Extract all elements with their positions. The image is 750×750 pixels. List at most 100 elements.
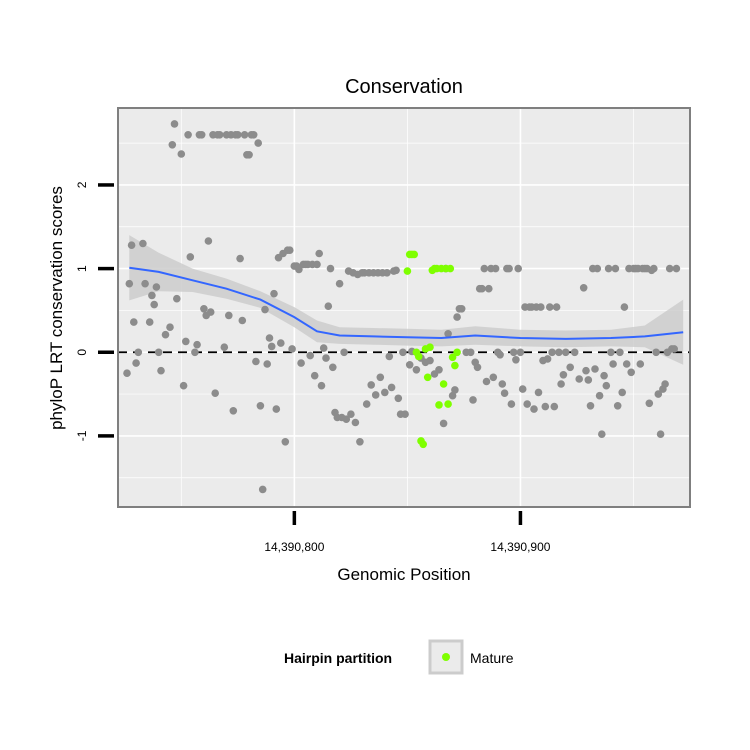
data-point — [168, 141, 177, 149]
data-point — [548, 348, 556, 357]
data-point — [435, 366, 443, 374]
data-point — [236, 254, 244, 263]
data-point — [512, 356, 520, 364]
data-point — [453, 313, 461, 321]
data-point — [516, 348, 525, 357]
data-point — [132, 359, 140, 367]
data-point — [166, 323, 174, 332]
data-point — [267, 342, 276, 351]
data-point — [555, 348, 563, 357]
data-point — [500, 389, 509, 398]
data-point — [613, 402, 622, 410]
data-point — [473, 363, 482, 372]
data-point — [489, 373, 498, 382]
x-tick-label: 14,390,900 — [490, 540, 550, 554]
data-point — [322, 354, 330, 362]
data-point — [616, 348, 624, 357]
data-point — [426, 356, 434, 365]
data-point — [448, 391, 457, 400]
data-point — [220, 343, 229, 352]
data-point — [566, 363, 574, 372]
data-point — [579, 284, 588, 292]
data-point — [170, 120, 179, 128]
data-point — [480, 264, 489, 273]
data-point — [347, 410, 355, 419]
data-point — [326, 264, 335, 273]
data-point — [310, 371, 319, 380]
data-point-mature — [448, 353, 457, 362]
data-point — [652, 348, 660, 357]
data-point — [238, 316, 247, 325]
data-point — [317, 381, 326, 390]
data-point — [457, 305, 466, 313]
data-point — [367, 381, 376, 389]
data-point — [127, 241, 136, 249]
data-point — [315, 249, 324, 258]
data-point — [530, 405, 538, 413]
data-point — [215, 131, 224, 139]
data-point-mature — [435, 401, 443, 409]
data-point — [371, 391, 380, 399]
data-point — [270, 289, 278, 298]
data-point — [636, 360, 645, 368]
data-point — [139, 239, 147, 248]
data-point — [240, 131, 249, 139]
data-point — [229, 407, 238, 415]
data-point — [356, 438, 364, 446]
data-point — [498, 380, 507, 388]
data-point — [485, 284, 493, 293]
legend-label-mature: Mature — [470, 650, 514, 666]
data-point — [469, 396, 477, 404]
data-point — [405, 361, 414, 369]
data-point — [570, 348, 579, 357]
y-axis-title: phyloP LRT conservation scores — [47, 186, 66, 430]
y-tick-label: -1 — [75, 430, 89, 441]
data-point — [586, 402, 595, 410]
y-tick-label: 1 — [75, 265, 89, 272]
data-point — [383, 269, 391, 277]
data-point — [261, 305, 269, 314]
data-point — [324, 302, 333, 311]
data-point — [193, 340, 201, 349]
data-point — [197, 131, 206, 139]
data-point — [645, 399, 654, 408]
data-point — [600, 371, 608, 380]
data-point — [252, 357, 260, 366]
legend-mature-marker — [442, 653, 450, 661]
data-point — [179, 381, 188, 390]
data-point — [191, 348, 199, 357]
data-point — [627, 368, 635, 377]
data-point — [148, 291, 156, 300]
data-point — [466, 348, 475, 357]
data-point — [134, 348, 143, 357]
data-point — [523, 400, 531, 408]
data-point — [534, 388, 543, 397]
data-point — [381, 388, 389, 397]
data-point-mature — [419, 440, 428, 449]
data-point — [561, 348, 570, 357]
data-point — [319, 344, 328, 352]
data-point — [394, 394, 403, 403]
data-point — [543, 355, 552, 363]
data-point — [665, 264, 674, 273]
data-point — [412, 366, 421, 374]
data-point — [245, 151, 253, 159]
confidence-band — [129, 235, 684, 365]
data-point — [130, 318, 138, 326]
data-point — [376, 373, 385, 382]
data-point — [335, 279, 344, 288]
data-point — [622, 360, 631, 368]
data-point — [509, 348, 518, 357]
data-point — [186, 253, 195, 261]
data-point — [249, 131, 258, 139]
data-point — [141, 279, 149, 288]
data-point — [295, 265, 303, 274]
data-point — [265, 334, 274, 342]
data-point — [161, 330, 170, 339]
legend: Hairpin partition Mature — [284, 639, 514, 675]
data-point — [505, 264, 513, 273]
data-point — [656, 430, 665, 439]
data-point — [184, 131, 192, 139]
data-point — [286, 246, 294, 254]
data-point — [150, 300, 158, 309]
